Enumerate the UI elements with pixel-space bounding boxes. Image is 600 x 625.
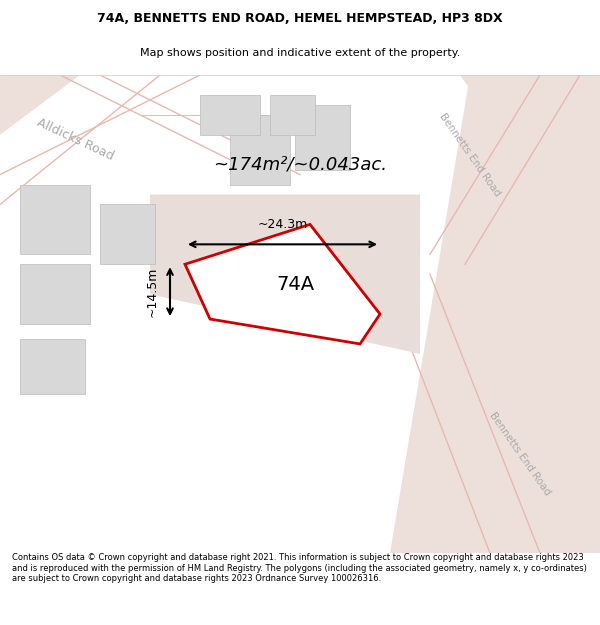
Polygon shape <box>20 184 90 254</box>
Polygon shape <box>295 105 350 169</box>
Polygon shape <box>185 224 380 344</box>
Polygon shape <box>0 75 80 135</box>
Polygon shape <box>20 264 90 324</box>
Text: ~24.3m: ~24.3m <box>257 218 308 231</box>
Text: Bennetts End Road: Bennetts End Road <box>437 111 503 198</box>
Text: ~174m²/~0.043ac.: ~174m²/~0.043ac. <box>213 156 387 174</box>
Text: Contains OS data © Crown copyright and database right 2021. This information is : Contains OS data © Crown copyright and d… <box>12 553 587 583</box>
Polygon shape <box>270 95 315 135</box>
Polygon shape <box>430 75 600 254</box>
Polygon shape <box>150 194 420 354</box>
Text: Bennetts End Road: Bennetts End Road <box>487 410 553 497</box>
Text: 74A, BENNETTS END ROAD, HEMEL HEMPSTEAD, HP3 8DX: 74A, BENNETTS END ROAD, HEMEL HEMPSTEAD,… <box>97 12 503 25</box>
Text: ~14.5m: ~14.5m <box>146 266 158 317</box>
Polygon shape <box>230 115 290 184</box>
Polygon shape <box>200 95 260 135</box>
Polygon shape <box>100 204 155 264</box>
Text: Map shows position and indicative extent of the property.: Map shows position and indicative extent… <box>140 48 460 58</box>
Polygon shape <box>390 75 600 553</box>
Text: Alldicks Road: Alldicks Road <box>34 116 116 163</box>
Text: 74A: 74A <box>276 274 314 294</box>
Polygon shape <box>20 339 85 394</box>
